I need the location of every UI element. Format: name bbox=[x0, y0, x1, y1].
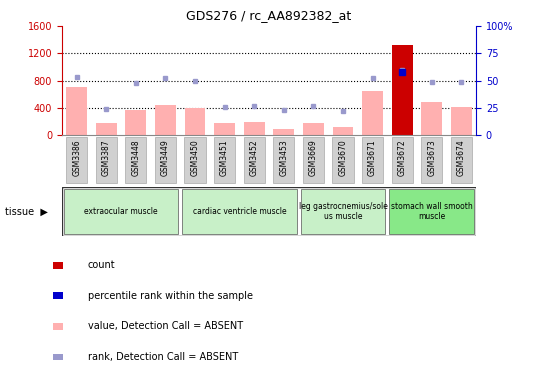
Bar bbox=[96, 137, 117, 183]
Bar bbox=[392, 137, 413, 183]
Text: stomach wall smooth
muscle: stomach wall smooth muscle bbox=[391, 202, 472, 221]
Bar bbox=[185, 108, 206, 135]
Bar bbox=[155, 105, 176, 135]
Text: GSM3452: GSM3452 bbox=[250, 139, 259, 176]
Bar bbox=[303, 123, 324, 135]
Bar bbox=[96, 123, 117, 135]
Bar bbox=[451, 137, 472, 183]
Bar bbox=[273, 137, 294, 183]
Text: cardiac ventricle muscle: cardiac ventricle muscle bbox=[193, 207, 286, 216]
Bar bbox=[62, 187, 476, 236]
Bar bbox=[66, 137, 87, 183]
Bar bbox=[390, 188, 474, 234]
Bar bbox=[244, 122, 265, 135]
Bar bbox=[301, 188, 385, 234]
Bar bbox=[66, 87, 87, 135]
Bar bbox=[53, 262, 63, 269]
Text: GSM3670: GSM3670 bbox=[338, 139, 348, 176]
Text: rank, Detection Call = ABSENT: rank, Detection Call = ABSENT bbox=[88, 352, 238, 362]
Bar bbox=[421, 102, 442, 135]
Bar bbox=[64, 188, 178, 234]
Text: GSM3449: GSM3449 bbox=[161, 139, 170, 176]
Text: GSM3386: GSM3386 bbox=[72, 139, 81, 176]
Bar bbox=[392, 45, 413, 135]
Bar bbox=[185, 137, 206, 183]
Bar bbox=[155, 137, 176, 183]
Bar bbox=[214, 137, 235, 183]
Bar bbox=[244, 137, 265, 183]
Bar bbox=[182, 188, 296, 234]
Text: extraocular muscle: extraocular muscle bbox=[84, 207, 158, 216]
Bar bbox=[421, 137, 442, 183]
Text: GSM3669: GSM3669 bbox=[309, 139, 318, 176]
Text: leg gastrocnemius/sole
us muscle: leg gastrocnemius/sole us muscle bbox=[299, 202, 387, 221]
Text: GSM3387: GSM3387 bbox=[102, 139, 111, 176]
Text: value, Detection Call = ABSENT: value, Detection Call = ABSENT bbox=[88, 321, 243, 332]
Bar bbox=[303, 137, 324, 183]
Bar bbox=[125, 110, 146, 135]
Bar bbox=[125, 137, 146, 183]
Bar bbox=[214, 123, 235, 135]
Bar bbox=[362, 137, 383, 183]
Bar bbox=[362, 91, 383, 135]
Bar bbox=[332, 137, 353, 183]
Text: GSM3671: GSM3671 bbox=[368, 139, 377, 176]
Bar bbox=[273, 129, 294, 135]
Text: percentile rank within the sample: percentile rank within the sample bbox=[88, 291, 253, 301]
Text: GSM3672: GSM3672 bbox=[398, 139, 407, 176]
Text: GSM3453: GSM3453 bbox=[279, 139, 288, 176]
Bar bbox=[53, 323, 63, 330]
Bar bbox=[332, 127, 353, 135]
Bar bbox=[53, 292, 63, 299]
Text: GSM3674: GSM3674 bbox=[457, 139, 466, 176]
Text: tissue  ▶: tissue ▶ bbox=[5, 206, 48, 216]
Text: count: count bbox=[88, 260, 116, 270]
Text: GDS276 / rc_AA892382_at: GDS276 / rc_AA892382_at bbox=[186, 9, 352, 22]
Text: GSM3451: GSM3451 bbox=[220, 139, 229, 176]
Text: GSM3450: GSM3450 bbox=[190, 139, 200, 176]
Bar bbox=[53, 354, 63, 361]
Text: GSM3448: GSM3448 bbox=[131, 139, 140, 176]
Text: GSM3673: GSM3673 bbox=[427, 139, 436, 176]
Bar bbox=[451, 107, 472, 135]
